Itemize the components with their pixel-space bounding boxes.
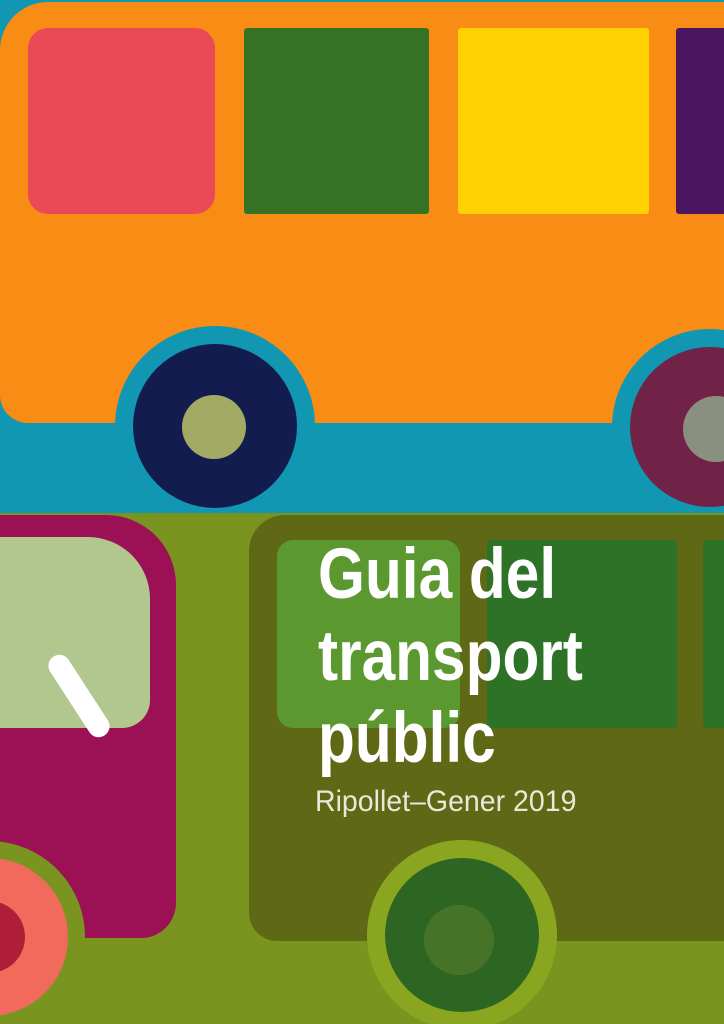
green-bus-wheel-hub	[424, 905, 494, 975]
green-bus-window-dark	[487, 540, 677, 728]
orange-bus-window-green	[244, 28, 429, 214]
orange-bus-window-pink	[28, 28, 215, 214]
title-line-3: públic	[318, 699, 496, 778]
orange-bus-front-wheel-hub	[182, 395, 246, 459]
title-line-2: transport	[318, 617, 583, 696]
ground-band: Guia del transport públic Ripollet–Gener…	[0, 513, 724, 1024]
orange-bus-window-yellow	[458, 28, 649, 214]
sky-band	[0, 0, 724, 513]
orange-bus-window-purple	[676, 28, 724, 214]
subtitle: Ripollet–Gener 2019	[315, 785, 577, 818]
page-title: Guia del transport públic	[318, 534, 607, 780]
title-line-1: Guia del	[318, 535, 557, 614]
green-bus-window-light	[277, 540, 460, 728]
green-bus-window-dark-partial	[703, 540, 724, 728]
